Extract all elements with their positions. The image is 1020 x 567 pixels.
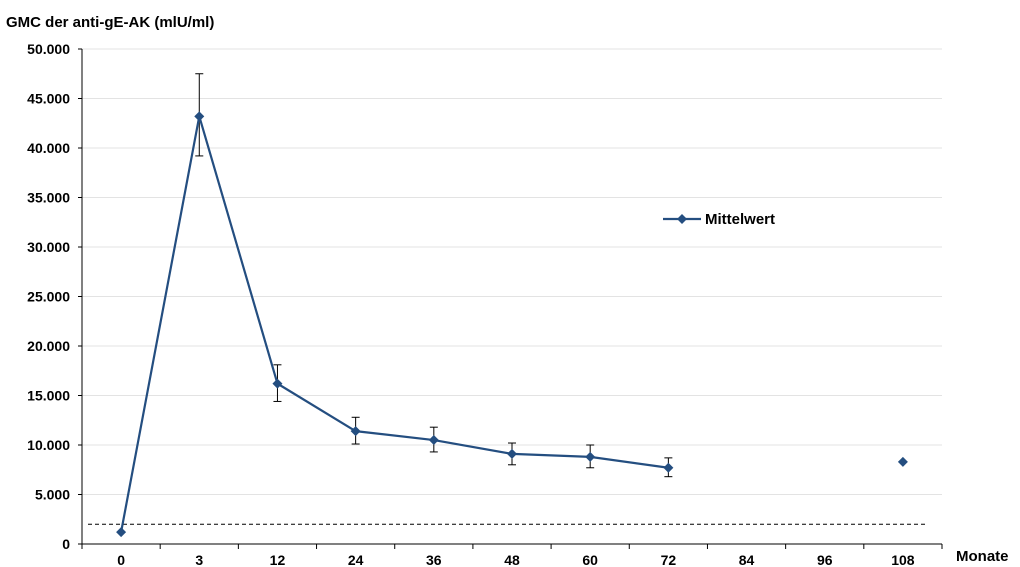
y-axis-title: GMC der anti-gE-AK (mlU/ml) <box>6 14 214 31</box>
y-tick-label: 35.000 <box>27 190 70 206</box>
data-point-0 <box>116 527 127 538</box>
legend-label: Mittelwert <box>705 211 775 228</box>
x-tick-label: 0 <box>117 552 125 567</box>
y-tick-label: 15.000 <box>27 388 70 404</box>
x-tick-label: 48 <box>504 552 520 567</box>
x-axis-title: Monate <box>956 548 1009 565</box>
y-tick-label: 45.000 <box>27 91 70 107</box>
series-line-mittelwert <box>121 116 903 532</box>
data-point-3 <box>194 111 205 122</box>
data-point-24 <box>350 426 361 437</box>
data-points <box>116 111 908 538</box>
y-tick-label: 5.000 <box>35 487 70 503</box>
x-tick-label: 12 <box>270 552 286 567</box>
x-tick-label: 84 <box>739 552 755 567</box>
data-point-36 <box>428 435 439 446</box>
error-bars <box>195 73 673 478</box>
y-tick-label: 25.000 <box>27 289 70 305</box>
x-tick-label: 96 <box>817 552 833 567</box>
data-point-108 <box>897 456 908 467</box>
x-tick-label: 72 <box>661 552 677 567</box>
gridlines <box>82 48 942 495</box>
y-tick-labels: 0 5.000 10.000 15.000 20.000 25.000 30.000 35.0… <box>27 41 70 552</box>
data-point-12 <box>272 378 283 389</box>
x-tick-label: 36 <box>426 552 442 567</box>
y-tick-label: 40.000 <box>27 140 70 156</box>
x-tick-label: 108 <box>891 552 915 567</box>
legend: Mittelwert <box>663 211 775 228</box>
axes <box>78 48 943 549</box>
x-tick-labels: 0 3 12 24 36 48 60 72 84 96 108 <box>117 552 915 567</box>
y-tick-label: 0 <box>62 536 70 552</box>
data-point-60 <box>585 451 596 462</box>
data-point-48 <box>507 448 517 459</box>
data-point-72 <box>663 462 674 473</box>
x-tick-label: 3 <box>195 552 203 567</box>
y-tick-label: 20.000 <box>27 338 70 354</box>
y-tick-label: 10.000 <box>27 437 70 453</box>
y-tick-label: 50.000 <box>27 41 70 57</box>
y-tick-label: 30.000 <box>27 239 70 255</box>
x-tick-label: 60 <box>582 552 598 567</box>
legend-marker-diamond-icon <box>677 214 687 224</box>
x-tick-label: 24 <box>348 552 364 567</box>
